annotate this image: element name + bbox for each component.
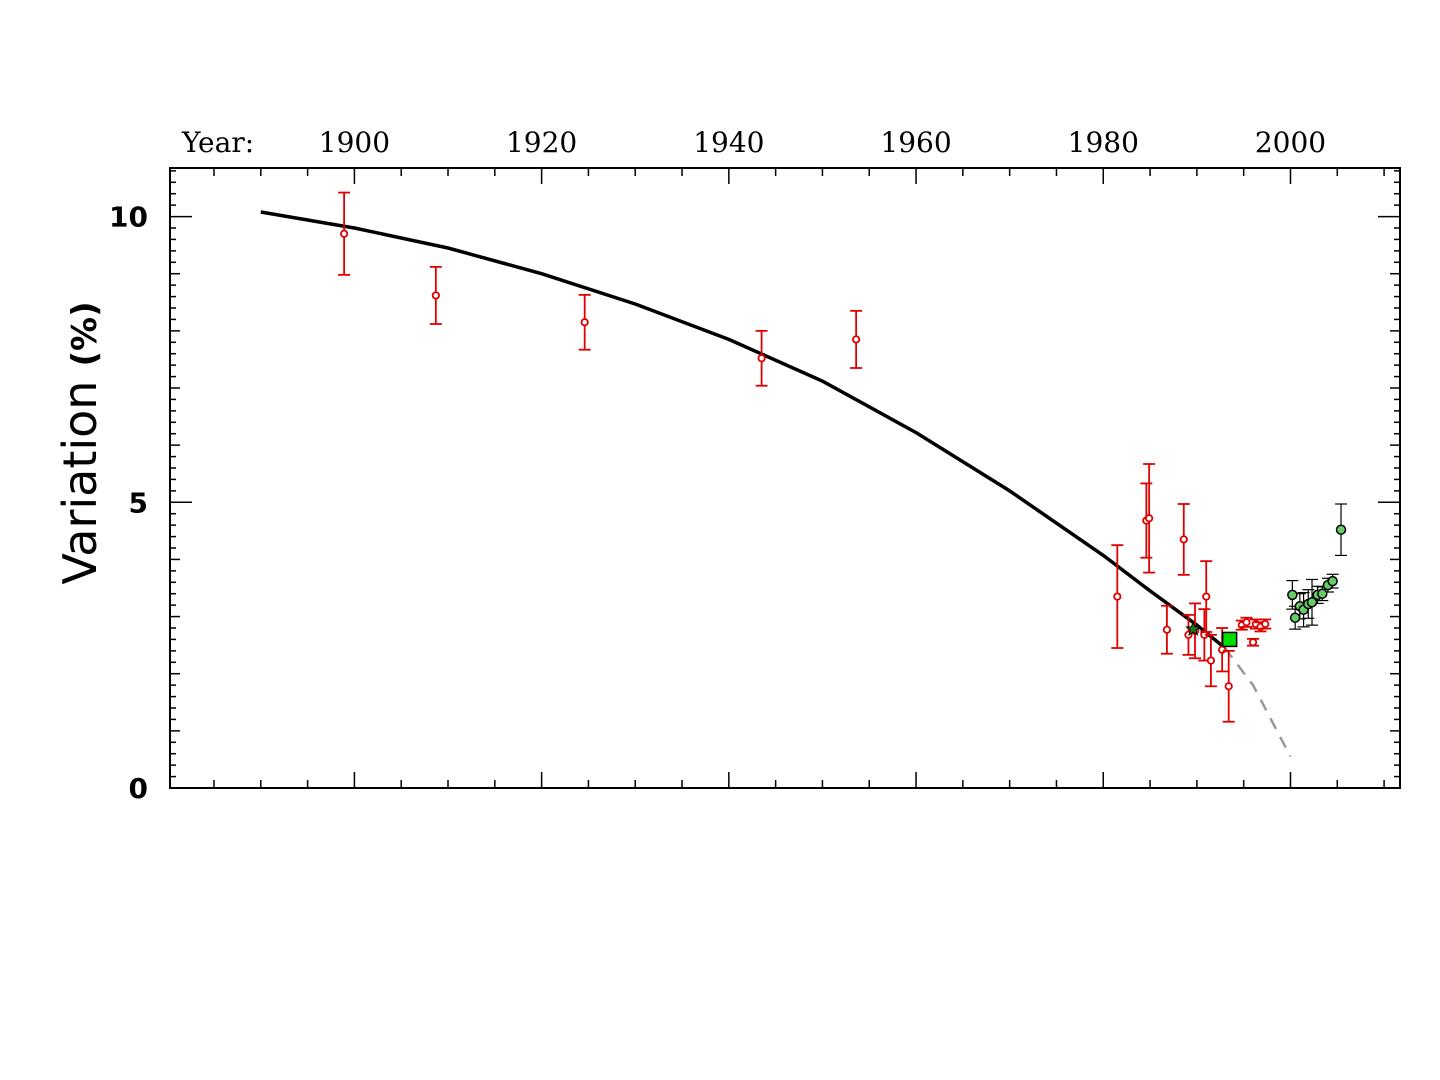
green-data-point — [1289, 612, 1301, 623]
red-series — [338, 191, 1272, 723]
special-markers — [1185, 620, 1238, 648]
red-data-point — [1162, 625, 1172, 634]
extrapolation-series — [1224, 647, 1292, 758]
red-data-point — [1248, 638, 1258, 647]
x-tick-labels: 1900 1920 1940 1960 1980 2000 — [319, 126, 1326, 159]
y-tick-label: 10 — [109, 201, 148, 234]
green-data-point — [1327, 575, 1338, 587]
red-data-point — [1218, 645, 1227, 654]
red-data-point — [1202, 592, 1211, 601]
y-axis-title-text: Variation — [53, 381, 107, 585]
green-data-point — [1287, 589, 1298, 601]
green-data-point — [1317, 588, 1328, 599]
star-marker — [1185, 620, 1202, 636]
x-tick-label: 1960 — [880, 126, 951, 159]
y-tick-label: 5 — [129, 486, 148, 519]
x-tick-label: 1920 — [506, 126, 577, 159]
x-tick-label: 2000 — [1255, 126, 1326, 159]
red-data-point — [1206, 656, 1216, 665]
y-axis-title: Variation (%) — [53, 301, 107, 584]
green-data-point — [1306, 597, 1318, 608]
red-data-point — [580, 318, 589, 327]
fit-line — [260, 210, 1227, 650]
red-data-point — [1179, 535, 1188, 544]
green-series — [1286, 503, 1348, 630]
red-data-point — [1261, 619, 1270, 629]
fit-series — [260, 210, 1227, 650]
red-data-point — [1113, 592, 1122, 601]
x-tick-label: 1900 — [319, 126, 390, 159]
red-data-point — [431, 291, 440, 300]
y-tick-label: 0 — [129, 772, 148, 805]
red-data-point — [757, 354, 766, 363]
tick-marks — [170, 168, 1400, 789]
x-tick-label: 1980 — [1068, 126, 1139, 159]
square-marker — [1221, 631, 1238, 648]
extrapolation-line — [1224, 647, 1292, 758]
red-data-point — [852, 335, 861, 344]
y-axis-title-unit: (%) — [65, 301, 105, 366]
red-data-point — [1242, 618, 1251, 627]
x-tick-label: 1940 — [693, 126, 764, 159]
red-data-point — [1145, 514, 1154, 523]
plot-frame — [169, 167, 1401, 789]
red-data-point — [1224, 682, 1233, 691]
svg-text:Variation (%): Variation (%) — [53, 301, 107, 584]
red-data-point — [340, 229, 349, 238]
y-tick-labels: 0 5 10 — [109, 201, 148, 805]
green-data-point — [1335, 524, 1347, 535]
x-axis-prefix-label: Year: — [181, 126, 254, 159]
